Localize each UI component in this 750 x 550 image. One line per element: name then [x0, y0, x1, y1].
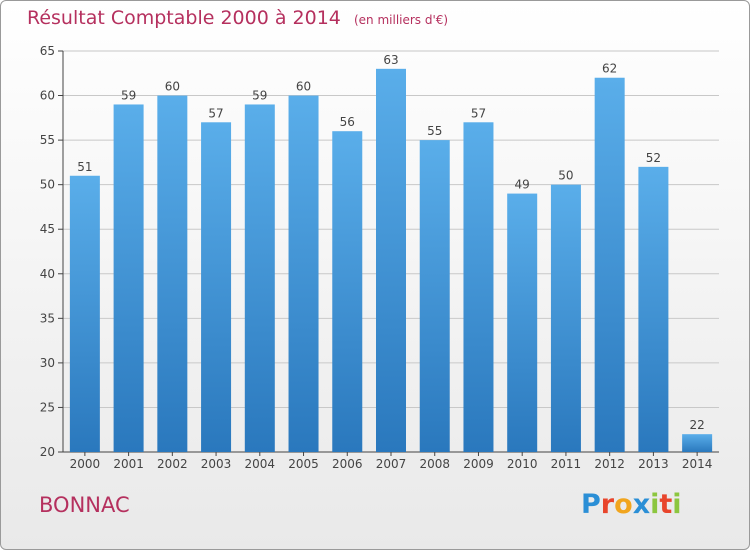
- data-label-2008: 55: [427, 124, 442, 138]
- bar-2010: [507, 193, 538, 453]
- data-label-2007: 63: [383, 53, 398, 67]
- bar-2007: [376, 68, 406, 453]
- title-row: Résultat Comptable 2000 à 2014 (en milli…: [27, 7, 448, 29]
- data-label-2006: 56: [340, 115, 355, 129]
- y-tick-label: 45: [40, 222, 55, 236]
- data-label-2011: 50: [558, 169, 573, 183]
- x-tick-label-2004: 2004: [245, 457, 276, 471]
- x-tick-label-2006: 2006: [332, 457, 363, 471]
- x-tick-label-2010: 2010: [507, 457, 538, 471]
- x-tick-label-2014: 2014: [682, 457, 713, 471]
- bar-2000: [69, 175, 100, 452]
- data-label-2001: 59: [121, 88, 136, 102]
- bar-2006: [332, 131, 363, 452]
- bar-2009: [463, 122, 494, 453]
- x-tick-label-2009: 2009: [463, 457, 494, 471]
- y-tick-label: 35: [40, 311, 55, 325]
- x-tick-label-2012: 2012: [594, 457, 625, 471]
- y-tick-label: 20: [40, 445, 55, 459]
- x-tick-label-2008: 2008: [419, 457, 450, 471]
- y-tick-label: 55: [40, 133, 55, 147]
- bar-2013: [638, 166, 669, 452]
- bar-2012: [594, 77, 625, 452]
- x-tick-label-2002: 2002: [157, 457, 188, 471]
- bar-2004: [244, 104, 275, 452]
- bar-2003: [201, 122, 232, 453]
- y-tick-label: 60: [40, 89, 55, 103]
- x-tick-label-2013: 2013: [638, 457, 669, 471]
- logo-letter: t: [659, 489, 673, 520]
- y-tick-label: 30: [40, 356, 55, 370]
- x-tick-label-2011: 2011: [551, 457, 582, 471]
- logo-letter: P: [581, 489, 601, 520]
- x-tick-label-2001: 2001: [113, 457, 144, 471]
- y-tick-label: 65: [40, 44, 55, 58]
- x-tick-label-2007: 2007: [376, 457, 407, 471]
- data-label-2005: 60: [296, 80, 311, 94]
- logo-letter: o: [614, 489, 633, 520]
- data-label-2002: 60: [165, 80, 180, 94]
- bar-2002: [157, 95, 188, 453]
- data-label-2003: 57: [208, 106, 223, 120]
- data-label-2010: 49: [515, 178, 530, 192]
- place-name: BONNAC: [39, 493, 130, 517]
- logo-letter: i: [672, 489, 682, 520]
- y-tick-label: 50: [40, 178, 55, 192]
- y-tick-label: 25: [40, 400, 55, 414]
- x-tick-label-2003: 2003: [201, 457, 232, 471]
- bar-2014: [682, 434, 713, 452]
- x-tick-label-2000: 2000: [70, 457, 101, 471]
- data-label-2012: 62: [602, 62, 617, 76]
- chart-subtitle: (en milliers d'€): [353, 13, 449, 27]
- logo-letter: r: [600, 489, 615, 520]
- bar-2001: [113, 104, 144, 452]
- data-label-2009: 57: [471, 106, 486, 120]
- data-label-2004: 59: [252, 88, 267, 102]
- y-tick-label: 40: [40, 267, 55, 281]
- bar-2011: [550, 184, 581, 452]
- bar-2005: [288, 95, 319, 453]
- data-label-2000: 51: [77, 160, 92, 174]
- logo-letter: i: [650, 489, 660, 520]
- proxiti-logo: Proxiti: [581, 489, 682, 520]
- data-label-2014: 22: [689, 418, 704, 432]
- logo-letter: x: [632, 489, 651, 520]
- bar-2008: [419, 140, 450, 452]
- x-tick-label-2005: 2005: [288, 457, 319, 471]
- chart-title: Résultat Comptable 2000 à 2014: [27, 7, 341, 29]
- data-label-2013: 52: [646, 151, 661, 165]
